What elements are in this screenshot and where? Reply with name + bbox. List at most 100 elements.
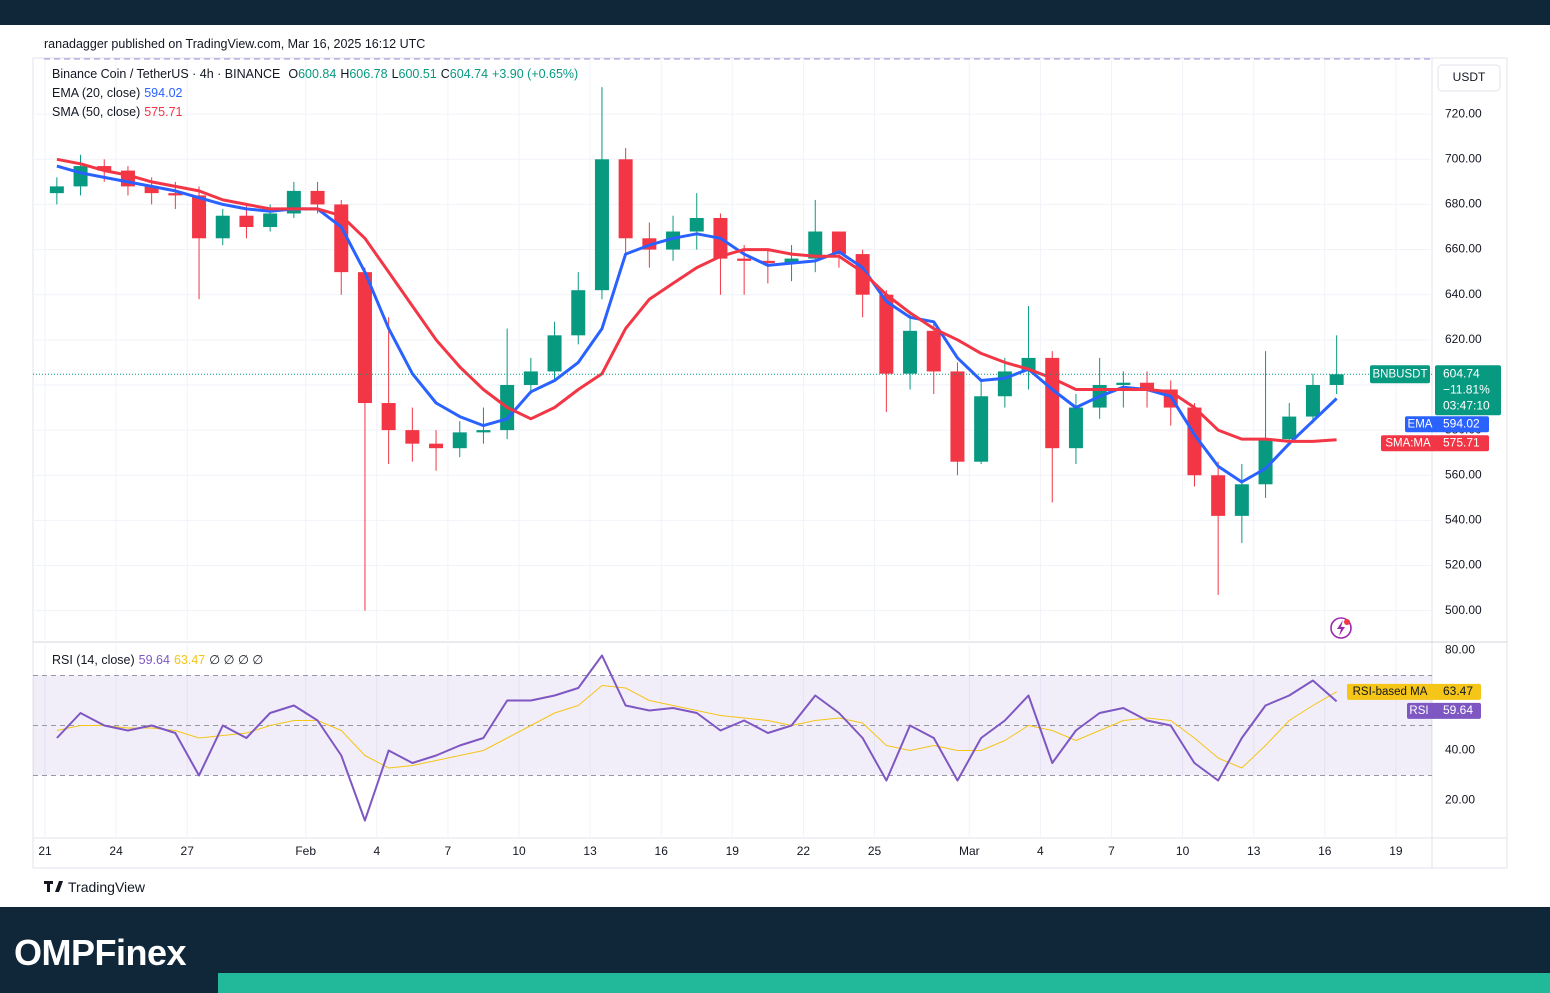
tag-value: 59.64 <box>1443 703 1473 717</box>
price-tag-box <box>1435 365 1501 416</box>
candle-body <box>808 231 823 259</box>
candle-body <box>950 371 965 462</box>
candle-body <box>73 166 88 187</box>
x-tick-label: 22 <box>797 844 811 858</box>
y-tick-label: 540.00 <box>1445 513 1482 527</box>
candle-body <box>1187 407 1202 476</box>
x-tick-label: Feb <box>295 844 316 858</box>
candle-body <box>926 330 941 372</box>
series-line <box>56 164 1338 484</box>
tag-label: SMA:MA <box>1385 437 1431 449</box>
candle-body <box>1282 416 1297 440</box>
x-tick-label: 10 <box>512 844 526 858</box>
ohlc-value: 606.78 <box>349 67 388 81</box>
candle-body <box>1258 439 1273 485</box>
countdown: 03:47:10 <box>1443 398 1490 412</box>
candle-body <box>784 258 799 264</box>
candle-body <box>618 159 633 239</box>
series-legend: EMA (20, close) 594.02 <box>52 86 186 100</box>
candle-body <box>1140 382 1155 390</box>
x-tick-label: Mar <box>959 844 980 858</box>
candle-body <box>476 430 491 433</box>
tag-label: RSI <box>1409 705 1428 717</box>
main-legend: Binance Coin / TetherUS · 4h · BINANCE O6… <box>52 67 582 81</box>
y-tick-label: 620.00 <box>1445 332 1482 346</box>
candle-body <box>381 403 396 431</box>
x-tick-label: 7 <box>1108 844 1115 858</box>
candle-body <box>1234 484 1249 516</box>
price-tag: 604.74 <box>1443 366 1480 380</box>
candle-body <box>1211 475 1226 516</box>
candle-body <box>144 186 159 194</box>
symbol-tag: BNBUSDT <box>1373 368 1428 380</box>
candle-body <box>737 258 752 261</box>
x-tick-label: 16 <box>1318 844 1332 858</box>
series-legend: SMA (50, close) 575.71 <box>52 105 186 119</box>
x-tick-label: 4 <box>373 844 380 858</box>
candle-body <box>429 443 444 449</box>
alert-dot <box>1344 619 1350 625</box>
tag-label: EMA <box>1408 418 1433 430</box>
legend-value: 575.71 <box>144 105 183 119</box>
legend-name: SMA (50, close) <box>52 105 141 119</box>
candle-body <box>310 190 325 205</box>
x-tick-label: 19 <box>1389 844 1403 858</box>
tag-value: 594.02 <box>1443 416 1480 430</box>
brand: OMPFinex <box>14 932 187 973</box>
axis-unit: USDT <box>1453 70 1486 84</box>
ohlc-value: 604.74 <box>449 67 489 81</box>
legend-value: 59.64 <box>138 653 170 667</box>
x-tick-label: 7 <box>445 844 452 858</box>
tag-box <box>1347 683 1481 700</box>
candle-body <box>239 215 254 228</box>
y-tick-label: 40.00 <box>1445 743 1475 757</box>
candle-body <box>215 215 230 239</box>
na-text: ∅ ∅ ∅ ∅ <box>209 653 264 667</box>
candle-body <box>831 231 846 255</box>
legend-value: 63.47 <box>173 653 206 667</box>
candle-body <box>879 294 894 374</box>
series-line <box>56 654 1338 822</box>
x-tick-label: 25 <box>868 844 882 858</box>
chart-title: Binance Coin / TetherUS · 4h · BINANCE <box>52 67 281 81</box>
x-tick-label: 21 <box>38 844 52 858</box>
x-tick-label: 19 <box>726 844 740 858</box>
ohlc-value: 600.51 <box>398 67 437 81</box>
y-tick-label: 520.00 <box>1445 558 1482 572</box>
candle-body <box>571 290 586 336</box>
candle-body <box>334 204 349 273</box>
footer-accent <box>218 973 1550 993</box>
candle-body <box>547 335 562 372</box>
rsi-title: RSI (14, close) <box>52 653 135 667</box>
candle-body <box>523 371 538 385</box>
unit-box <box>1437 64 1501 92</box>
rsi-legend: RSI (14, close) 59.64 63.47 ∅ ∅ ∅ ∅ <box>52 652 267 667</box>
legend-name: EMA (20, close) <box>52 86 141 100</box>
chart-frame <box>32 57 1508 869</box>
tag-label: RSI-based MA <box>1353 686 1428 698</box>
candle-body <box>168 193 183 196</box>
y-tick-label: 640.00 <box>1445 287 1482 301</box>
y-tick-label: 80.00 <box>1445 643 1475 657</box>
tradingview-logo: TradingView <box>44 879 145 895</box>
ohlc-label: H <box>340 67 350 81</box>
tag-value: 63.47 <box>1443 684 1473 698</box>
candle-body <box>357 272 372 404</box>
candle-body <box>903 330 918 374</box>
candle-body <box>666 231 681 250</box>
publish-note: ranadagger published on TradingView.com,… <box>44 37 426 51</box>
y-tick-label: 720.00 <box>1445 106 1482 120</box>
candle-body <box>405 430 420 444</box>
candle-body <box>689 217 704 232</box>
logo-text: TradingView <box>68 879 146 895</box>
top-bar <box>0 0 1550 25</box>
y-tick-label: 660.00 <box>1445 242 1482 256</box>
candle-body <box>760 260 775 264</box>
x-tick-label: 13 <box>583 844 597 858</box>
candle-body <box>1045 357 1060 449</box>
series-line <box>56 685 1337 769</box>
legend-value: 594.02 <box>144 86 183 100</box>
x-tick-label: 4 <box>1037 844 1044 858</box>
x-tick-label: 13 <box>1247 844 1261 858</box>
